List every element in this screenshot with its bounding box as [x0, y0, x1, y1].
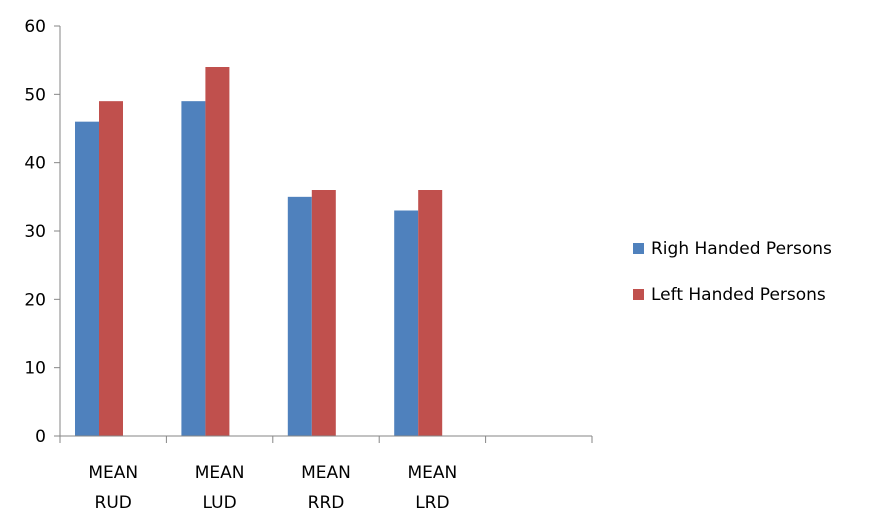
bar [99, 101, 123, 437]
bars-layer [75, 67, 443, 437]
y-tick-label: 60 [24, 17, 46, 37]
legend-label: Left Handed Persons [651, 285, 826, 305]
x-category-label: RRD [308, 493, 345, 513]
bar [75, 121, 99, 437]
legend: Righ Handed Persons Left Handed Persons [633, 239, 832, 305]
x-category-label: MEAN [301, 463, 351, 483]
y-tick-label: 50 [24, 85, 46, 105]
x-category-label: MEAN [88, 463, 138, 483]
x-category-label: LRD [415, 493, 449, 513]
x-category-label: MEAN [195, 463, 245, 483]
x-category-label: MEAN [408, 463, 458, 483]
legend-swatch [633, 243, 644, 254]
x-category-label: RUD [95, 493, 132, 513]
bar [394, 210, 419, 436]
legend-label: Righ Handed Persons [651, 239, 832, 259]
bar [181, 101, 206, 437]
bar [205, 67, 230, 436]
bar [311, 190, 336, 436]
axes-layer [54, 25, 593, 443]
bar [418, 190, 443, 436]
y-tick-label: 20 [24, 290, 46, 310]
bar [287, 196, 312, 436]
legend-swatch [633, 289, 644, 300]
y-tick-label: 10 [24, 359, 46, 379]
y-tick-label: 0 [35, 427, 46, 447]
y-tick-label: 30 [24, 222, 46, 242]
labels-layer: 0 10 20 30 40 50 60 MEAN RUD MEAN LUD MEAN RRD MEAN LR… [24, 17, 457, 513]
x-category-label: LUD [203, 493, 237, 513]
y-tick-label: 40 [24, 154, 46, 174]
